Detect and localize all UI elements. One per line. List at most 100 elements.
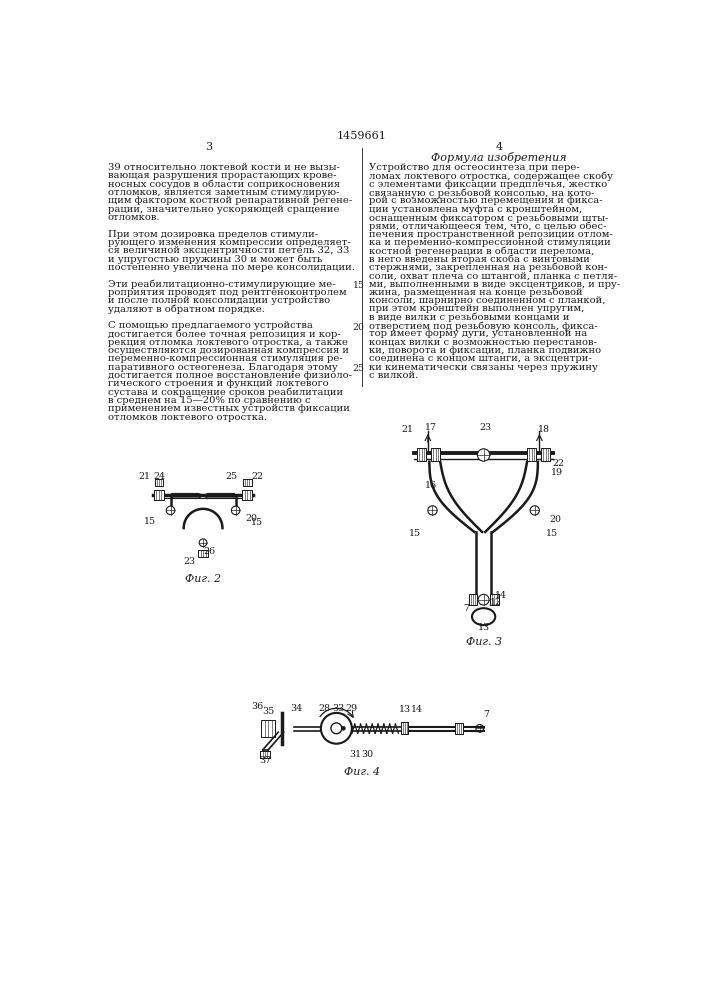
Text: ции установлена муфта с кронштейном,: ции установлена муфта с кронштейном, (369, 205, 582, 214)
Text: 14: 14 (411, 705, 423, 714)
Bar (198, 550, 208, 557)
Text: и после полной консолидации устройство: и после полной консолидации устройство (107, 296, 330, 305)
Text: ся величиной эксцентричности петель 32, 33: ся величиной эксцентричности петель 32, … (107, 246, 349, 255)
Text: тор имеет форму дуги, установленной на: тор имеет форму дуги, установленной на (369, 329, 588, 338)
Text: достигается полное восстановление физиоло-: достигается полное восстановление физиол… (107, 371, 352, 380)
Text: 15: 15 (546, 529, 558, 538)
Bar (541, 448, 550, 461)
Text: 7: 7 (484, 710, 490, 719)
Text: 14: 14 (495, 591, 507, 600)
Circle shape (231, 506, 240, 515)
Text: 18: 18 (538, 425, 550, 434)
Circle shape (477, 449, 490, 461)
Text: Фиг. 3: Фиг. 3 (466, 637, 502, 647)
Bar (490, 594, 498, 605)
Text: соли, охват плеча со штангой, планка с петля-: соли, охват плеча со штангой, планка с п… (369, 271, 617, 280)
Text: 25: 25 (352, 364, 364, 373)
Text: ки кинематически связаны через пружину: ки кинематически связаны через пружину (369, 363, 598, 372)
Bar (417, 448, 426, 461)
Text: соединена с концом штанги, а эксцентри-: соединена с концом штанги, а эксцентри- (369, 354, 592, 363)
Text: жина, размещенная на конце резьбовой: жина, размещенная на конце резьбовой (369, 288, 583, 297)
Text: отверстием под резьбовую консоль, фикса-: отверстием под резьбовую консоль, фикса- (369, 321, 597, 331)
Circle shape (530, 506, 539, 515)
Text: 25: 25 (226, 472, 238, 481)
Bar (527, 448, 537, 461)
Text: 28: 28 (318, 704, 330, 713)
Text: 24: 24 (153, 472, 165, 481)
Text: рекция отломка локтевого отростка, а также: рекция отломка локтевого отростка, а так… (107, 338, 348, 347)
Text: 1459661: 1459661 (337, 131, 387, 141)
Text: 16: 16 (425, 481, 437, 490)
Text: печения пространственной репозиции отлом-: печения пространственной репозиции отлом… (369, 230, 613, 239)
Text: применением известных устройств фиксации: применением известных устройств фиксации (107, 404, 350, 413)
Text: 20: 20 (352, 323, 364, 332)
Polygon shape (172, 493, 203, 498)
Text: осуществляются дозированная компрессия и: осуществляются дозированная компрессия и (107, 346, 349, 355)
Text: вающая разрушения прорастающих крове-: вающая разрушения прорастающих крове- (107, 171, 337, 180)
Text: связанную с резьбовой консолью, на кото-: связанную с резьбовой консолью, на кото- (369, 188, 595, 198)
Text: ми, выполненными в виде эксцентриков, и пру-: ми, выполненными в виде эксцентриков, и … (369, 280, 620, 289)
Text: и упругостью пружины 30 и может быть: и упругостью пружины 30 и может быть (107, 255, 322, 264)
Ellipse shape (472, 608, 495, 625)
Text: 23: 23 (479, 424, 491, 432)
Text: 7: 7 (464, 604, 469, 613)
Text: 13: 13 (477, 623, 490, 632)
Text: ки, поворота и фиксации, планка подвижно: ки, поворота и фиксации, планка подвижно (369, 346, 601, 355)
Text: 34: 34 (290, 704, 302, 713)
Text: рой с возможностью перемещения и фикса-: рой с возможностью перемещения и фикса- (369, 196, 602, 205)
Text: щим фактором костной репаративной регене-: щим фактором костной репаративной регене… (107, 196, 352, 205)
Text: стержнями, закрепленная на резьбовой кон-: стержнями, закрепленная на резьбовой кон… (369, 263, 607, 272)
Text: 26: 26 (203, 547, 216, 556)
Text: переменно-компрессионная стимуляция ре-: переменно-компрессионная стимуляция ре- (107, 354, 342, 363)
Text: 15: 15 (352, 281, 364, 290)
Text: отломков, является заметным стимулирую-: отломков, является заметным стимулирую- (107, 188, 339, 197)
Text: ломах локтевого отростка, содержащее скобу: ломах локтевого отростка, содержащее ско… (369, 171, 613, 181)
Text: при этом кронштейн выполнен упругим,: при этом кронштейн выполнен упругим, (369, 304, 584, 313)
Text: достигается более точная репозиция и кор-: достигается более точная репозиция и кор… (107, 329, 341, 339)
Text: с вилкой.: с вилкой. (369, 371, 418, 380)
Text: 17: 17 (425, 424, 437, 432)
Circle shape (199, 539, 207, 547)
Text: 15: 15 (409, 529, 421, 538)
Text: 31: 31 (350, 750, 362, 759)
Text: 21: 21 (402, 425, 414, 434)
Bar (261, 720, 275, 737)
Bar (154, 490, 164, 500)
Text: ка и переменно-компрессионной стимуляции: ка и переменно-компрессионной стимуляции (369, 238, 611, 247)
Bar (431, 448, 440, 461)
Text: 15: 15 (144, 517, 156, 526)
Text: костной регенерации в области перелома,: костной регенерации в области перелома, (369, 246, 595, 256)
Text: Фиг. 2: Фиг. 2 (185, 574, 221, 584)
Text: С помощью предлагаемого устройства: С помощью предлагаемого устройства (107, 321, 312, 330)
Text: 22: 22 (251, 472, 263, 481)
Circle shape (166, 506, 175, 515)
Text: 22: 22 (552, 459, 564, 468)
Circle shape (341, 726, 345, 730)
Text: удаляют в обратном порядке.: удаляют в обратном порядке. (107, 304, 264, 314)
Text: роприятия проводят под рентгеноконтролем: роприятия проводят под рентгеноконтролем (107, 288, 346, 297)
Text: 15: 15 (250, 518, 262, 527)
Text: 20: 20 (549, 515, 561, 524)
Text: 20: 20 (245, 514, 257, 523)
Text: в среднем на 15—20% по сравнению с: в среднем на 15—20% по сравнению с (107, 396, 310, 405)
Text: отломков локтевого отростка.: отломков локтевого отростка. (107, 413, 267, 422)
Text: сустава и сокращение сроков реабилитации: сустава и сокращение сроков реабилитации (107, 388, 343, 397)
Text: 33: 33 (332, 704, 344, 713)
Text: 12: 12 (490, 598, 502, 607)
Text: Эти реабилитационно-стимулирующие ме-: Эти реабилитационно-стимулирующие ме- (107, 280, 335, 289)
Text: гического строения и функций локтевого: гического строения и функций локтевого (107, 379, 328, 388)
Text: 30: 30 (361, 750, 373, 759)
Bar (243, 479, 252, 486)
Text: рующего изменения компрессии определяет-: рующего изменения компрессии определяет- (107, 238, 351, 247)
Text: постепенно увеличена по мере консолидации.: постепенно увеличена по мере консолидаци… (107, 263, 355, 272)
Circle shape (476, 724, 484, 732)
Text: 19: 19 (551, 468, 563, 477)
Text: концах вилки с возможностью перестанов-: концах вилки с возможностью перестанов- (369, 338, 597, 347)
Text: с элементами фиксации предплечья, жестко: с элементами фиксации предплечья, жестко (369, 180, 607, 189)
Bar (469, 594, 477, 605)
Text: 21: 21 (138, 472, 150, 481)
Text: отломков.: отломков. (107, 213, 160, 222)
Text: в виде вилки с резьбовыми концами и: в виде вилки с резьбовыми концами и (369, 313, 569, 322)
Text: Формула изобретения: Формула изобретения (431, 152, 567, 163)
Text: оснащенным фиксатором с резьбовыми шты-: оснащенным фиксатором с резьбовыми шты- (369, 213, 608, 223)
